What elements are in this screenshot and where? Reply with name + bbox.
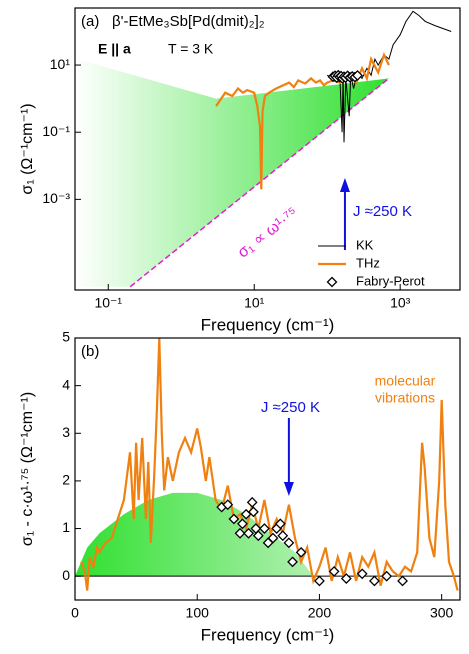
hump-area: [75, 492, 314, 577]
diamond-marker: [295, 546, 307, 558]
y-tick-label: 0: [62, 567, 70, 583]
x-tick-label: 300: [430, 605, 454, 621]
diamond-marker: [356, 568, 368, 580]
legend-label: Fabry-Perot: [356, 273, 425, 288]
diamond-marker: [228, 513, 240, 525]
x-tick-label: 100: [186, 605, 210, 621]
y-tick-label: 10⁻¹: [42, 123, 70, 139]
diamond-marker: [314, 575, 325, 587]
x-axis-label: Frequency (cm⁻¹): [201, 315, 335, 334]
legend-label: THz: [356, 255, 380, 270]
diamond-marker: [328, 565, 340, 577]
diamond-marker: [248, 506, 259, 518]
y-tick-label: 2: [62, 472, 70, 488]
y-tick-label: 10¹: [50, 56, 71, 72]
j-annotation: J ≈250 K: [353, 203, 412, 220]
diamond-marker: [287, 556, 298, 568]
x-tick-label: 200: [308, 605, 332, 621]
legend-label: KK: [356, 237, 374, 252]
j-annotation: J ≈250 K: [261, 399, 320, 416]
y-tick-label: 10⁻³: [42, 190, 70, 206]
diamond-marker: [237, 518, 248, 530]
plot-frame: [74, 337, 461, 601]
diamond-marker: [222, 499, 234, 511]
y-tick-label: 4: [62, 376, 70, 392]
diamond-marker: [246, 496, 258, 508]
diamond-marker: [381, 570, 393, 582]
diamond-marker: [397, 575, 408, 587]
x-tick-label: 10¹: [244, 295, 265, 311]
y-axis-label: σ₁ - c·ω¹·⁷⁵ (Ω⁻¹cm⁻¹): [19, 392, 36, 546]
diamond-marker: [283, 537, 295, 549]
j-arrow-head: [283, 482, 294, 496]
diamond-marker: [243, 527, 254, 539]
vibrations-annotation: molecular: [375, 373, 436, 389]
diamond-marker: [352, 70, 363, 81]
j-arrow-head: [339, 178, 350, 192]
x-tick-label: 10⁻¹: [94, 295, 122, 311]
legend-swatch: [326, 276, 338, 288]
plot-frame: [74, 7, 461, 291]
diamond-marker: [340, 573, 352, 584]
gradient-region: [75, 58, 389, 287]
diamond-marker: [274, 518, 286, 530]
diamond-marker: [369, 575, 380, 587]
y-tick-label: 3: [62, 424, 70, 440]
diamond-marker: [277, 530, 289, 542]
diamond-marker: [267, 532, 279, 544]
compound-title: β'-EtMe₃Sb[Pd(dmit)₂]₂: [112, 13, 265, 30]
y-axis-label: σ₁ (Ω⁻¹cm⁻¹): [19, 103, 36, 194]
y-tick-label: 1: [62, 519, 70, 535]
diamond-marker: [252, 530, 264, 542]
x-axis-label: Frequency (cm⁻¹): [201, 625, 335, 644]
x-tick-label: 0: [71, 605, 79, 621]
y-tick-label: 5: [62, 329, 70, 345]
panel-label: (a): [81, 13, 99, 30]
x-tick-label: 10³: [390, 295, 411, 311]
panel-label: (b): [81, 343, 99, 360]
field-annotation: E || a: [98, 41, 131, 57]
series-line: [80, 338, 459, 591]
vibrations-annotation: vibrations: [375, 390, 435, 406]
diamond-marker: [259, 523, 270, 534]
fit-line: [129, 77, 390, 288]
temperature-annotation: T = 3 K: [168, 41, 214, 57]
diamond-marker: [234, 527, 246, 539]
fit-annotation: σ₁ ∝ ω¹·⁷⁵: [235, 204, 302, 261]
